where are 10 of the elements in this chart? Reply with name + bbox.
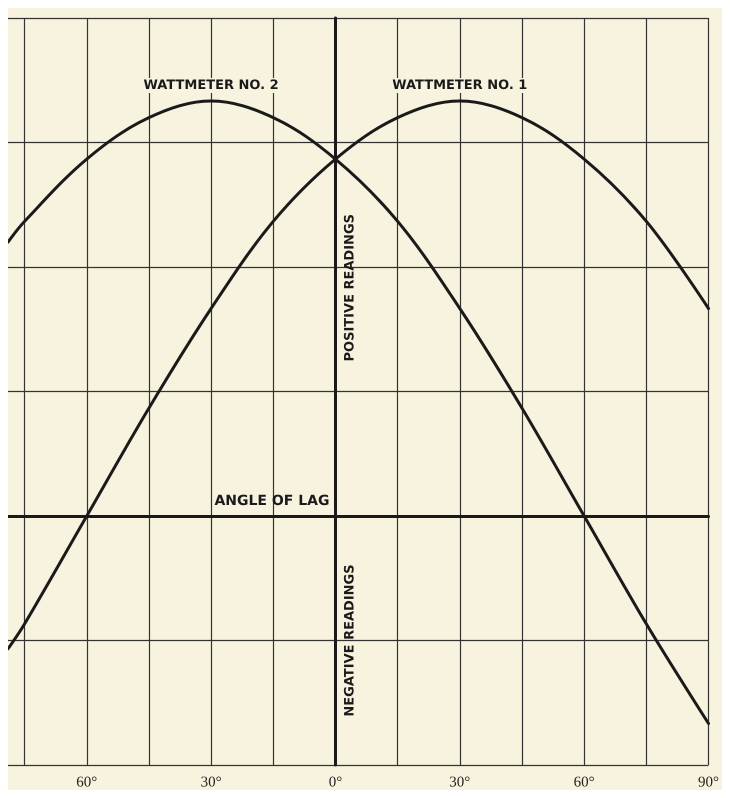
series-label: WATTMETER NO. 2 bbox=[144, 78, 279, 93]
x-tick-label: 0° bbox=[328, 774, 342, 790]
x-tick-label: 30° bbox=[449, 774, 470, 790]
annotation: NEGATIVE READINGS bbox=[342, 564, 358, 717]
series-label: WATTMETER NO. 1 bbox=[392, 78, 528, 93]
x-tick-label: 60° bbox=[76, 774, 98, 790]
x-tick-label: 60° bbox=[574, 774, 595, 790]
annotation: POSITIVE READINGS bbox=[342, 214, 358, 362]
x-tick-label: 90° bbox=[698, 774, 719, 790]
x-tick-label: 30° bbox=[200, 774, 222, 790]
